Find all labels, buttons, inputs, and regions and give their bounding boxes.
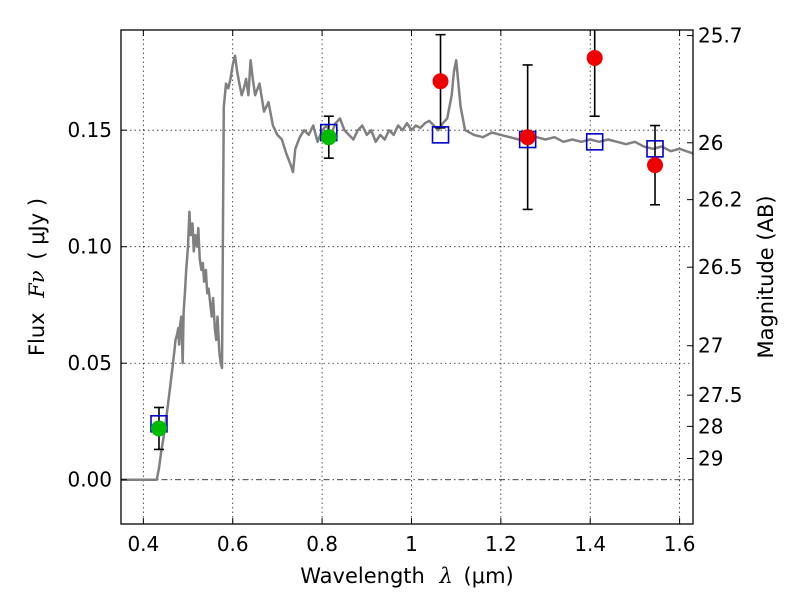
observed-flux-point xyxy=(320,129,337,146)
x-tick-label: 0.6 xyxy=(217,532,249,556)
x-axis-title-units: (μm) xyxy=(464,564,514,588)
y-tick-label: 0.00 xyxy=(67,468,112,492)
right-axis-title: Magnitude (AB) xyxy=(754,195,778,358)
y-axis-title-symbol: Fν xyxy=(25,270,49,299)
x-tick-label: 0.4 xyxy=(127,532,159,556)
x-axis-title-prefix: Wavelength xyxy=(300,564,425,588)
right-tick-label: 27 xyxy=(698,334,723,358)
observed-flux-point xyxy=(150,420,167,437)
model-photometry-square xyxy=(646,140,664,158)
x-axis-title: Wavelength λ (μm) xyxy=(300,564,513,588)
observed-flux-point xyxy=(432,73,449,90)
right-tick-label: 28 xyxy=(698,414,723,438)
right-tick-label: 27.5 xyxy=(698,383,743,407)
y-axis-title-prefix: Flux xyxy=(25,312,49,356)
plot-frame xyxy=(120,29,694,525)
data-layer xyxy=(121,30,694,481)
y-tick-label: 0.10 xyxy=(67,235,112,259)
x-tick-label: 1.6 xyxy=(664,532,696,556)
model-photometry-square xyxy=(585,133,604,151)
model-photometry-square xyxy=(431,126,450,144)
x-tick-label: 1.2 xyxy=(485,532,517,556)
x-tick-label: 1 xyxy=(405,532,418,556)
right-tick-label: 26 xyxy=(698,131,723,155)
right-tick-label: 25.7 xyxy=(698,24,743,48)
right-tick-label: 26.5 xyxy=(698,255,743,279)
sed-model-line xyxy=(121,54,694,481)
x-axis-title-symbol: λ xyxy=(439,564,453,588)
right-tick-label: 26.2 xyxy=(698,188,743,212)
y-tick-label: 0.15 xyxy=(67,118,112,142)
y-tick-label: 0.05 xyxy=(67,351,112,375)
observed-flux-point xyxy=(647,157,664,174)
tick-layer: 0.4 0.6 0.8 1 1.2 1.4 1.6 0.00 0.05 0.10 0.15 25.7 2… xyxy=(67,24,742,556)
x-tick-label: 0.8 xyxy=(306,532,338,556)
y-axis-title: Flux Fν ( μJy ) xyxy=(25,198,49,356)
observed-flux-point xyxy=(586,49,603,66)
grid-layer xyxy=(121,30,693,524)
y-axis-title-units: ( μJy ) xyxy=(25,198,49,260)
right-tick-label: 29 xyxy=(698,447,723,471)
x-tick-label: 1.4 xyxy=(574,532,606,556)
observed-flux-point xyxy=(519,129,536,146)
